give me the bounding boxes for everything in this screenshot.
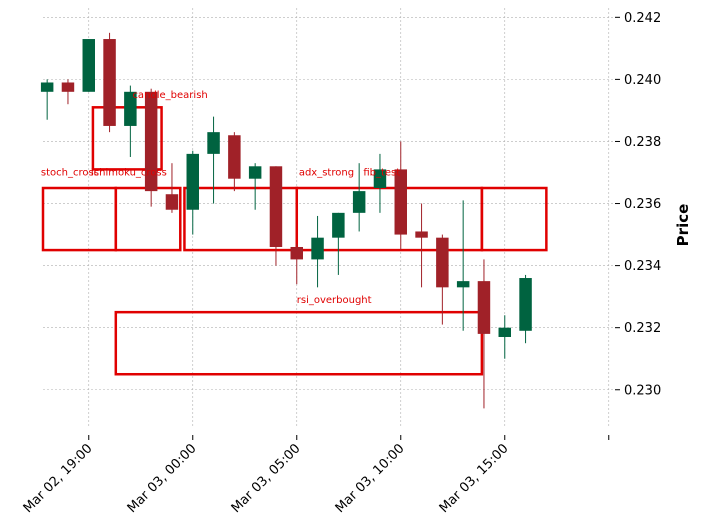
y-axis-label: Price [674, 204, 692, 247]
candle-body [165, 194, 179, 210]
candle-body [207, 132, 220, 154]
candle-body [477, 281, 491, 334]
x-tick-label: Mar 03, 05:00 [229, 441, 304, 516]
annotation-label: ichimoku_cross [91, 168, 167, 179]
x-tick-label: Mar 03, 00:00 [125, 441, 200, 516]
y-tick-label: 0.236 [624, 197, 661, 212]
y-tick-label: 0.242 [624, 11, 661, 26]
y-tick-label: 0.238 [624, 135, 661, 150]
grid-layer [43, 8, 615, 427]
annotation-layer [41, 106, 548, 376]
candle-body [124, 91, 137, 126]
candle-body [456, 281, 470, 288]
candle-body [186, 153, 199, 210]
candle-body [311, 237, 324, 260]
annotation-box [480, 186, 548, 252]
annotation-label: fib_test [363, 168, 400, 179]
candle-body [394, 169, 407, 235]
annotation-label: candle_bearish [132, 90, 207, 101]
annotation-box [295, 186, 484, 252]
candle-body [436, 237, 449, 288]
x-tick-label: Mar 03, 15:00 [437, 441, 512, 516]
candle-body [290, 246, 303, 260]
x-tick-label: Mar 02, 19:00 [21, 441, 96, 516]
candle-body [40, 82, 54, 92]
candle-body [103, 39, 116, 126]
annotation-box [114, 310, 484, 376]
candle-body [269, 166, 283, 247]
candle-body [519, 278, 532, 331]
candle-body [248, 166, 262, 179]
annotation-label: stoch_cross [41, 168, 99, 179]
annotation-box [41, 186, 118, 252]
candle-body [498, 327, 511, 337]
y-tick-label: 0.240 [624, 73, 661, 88]
candle-body [415, 231, 428, 238]
candle-body [82, 39, 95, 92]
candle-body [332, 212, 345, 238]
candle-body [61, 82, 75, 92]
y-tick-label: 0.234 [624, 259, 661, 274]
x-tick-label: Mar 03, 10:00 [333, 441, 408, 516]
y-tick-label: 0.232 [624, 321, 661, 336]
candle-body [228, 135, 241, 179]
annotation-label: rsi_overbought [297, 295, 372, 306]
candle-body [144, 91, 158, 192]
annotation-label: adx_strong [299, 168, 354, 179]
candle-body [352, 191, 366, 213]
candle-body [373, 169, 387, 189]
axis-layer: 0.230 0.232 0.234 0.236 0.238 0.240 0.242 Mar 0… [21, 11, 662, 516]
candle-layer [40, 32, 532, 409]
y-tick-label: 0.230 [624, 383, 661, 398]
